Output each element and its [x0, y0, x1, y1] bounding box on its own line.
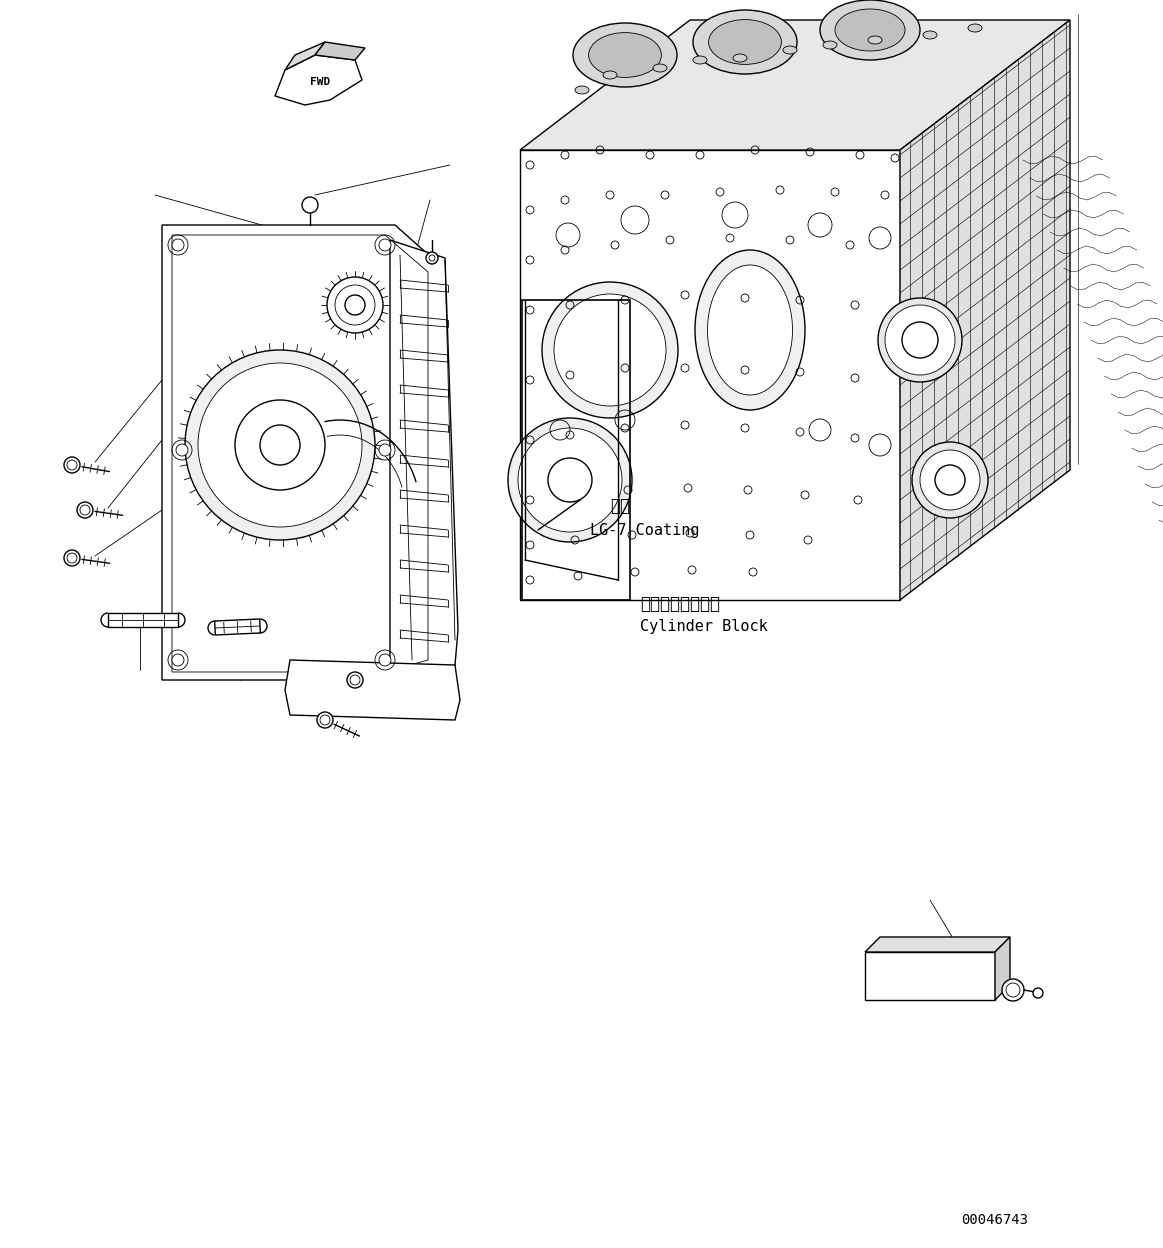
- Ellipse shape: [693, 10, 797, 74]
- Circle shape: [317, 713, 333, 728]
- Ellipse shape: [588, 32, 662, 77]
- Polygon shape: [996, 937, 1009, 1000]
- Text: FWD: FWD: [309, 77, 330, 87]
- Circle shape: [172, 654, 184, 666]
- Circle shape: [172, 240, 184, 251]
- Polygon shape: [390, 240, 458, 680]
- Circle shape: [902, 322, 939, 358]
- Circle shape: [379, 654, 391, 666]
- Circle shape: [878, 298, 962, 382]
- Circle shape: [185, 349, 374, 540]
- Ellipse shape: [575, 86, 588, 94]
- Polygon shape: [520, 150, 900, 600]
- Text: LG-7 Coating: LG-7 Coating: [590, 523, 699, 538]
- Polygon shape: [865, 952, 996, 1000]
- Circle shape: [327, 277, 383, 333]
- Circle shape: [64, 550, 80, 567]
- Text: 00046743: 00046743: [962, 1213, 1028, 1227]
- Ellipse shape: [602, 71, 618, 79]
- Circle shape: [64, 457, 80, 473]
- Circle shape: [935, 466, 965, 495]
- Polygon shape: [285, 660, 461, 720]
- Text: 塗布: 塗布: [611, 497, 630, 515]
- Polygon shape: [520, 20, 1070, 150]
- Polygon shape: [285, 42, 324, 70]
- Polygon shape: [108, 613, 178, 626]
- Circle shape: [885, 305, 955, 374]
- Ellipse shape: [783, 46, 797, 54]
- Circle shape: [77, 502, 93, 518]
- Ellipse shape: [695, 250, 805, 411]
- Circle shape: [235, 401, 324, 490]
- Circle shape: [302, 197, 317, 213]
- Circle shape: [379, 240, 391, 251]
- Circle shape: [1033, 988, 1043, 998]
- Ellipse shape: [820, 0, 920, 60]
- Circle shape: [429, 255, 435, 261]
- Polygon shape: [865, 937, 1009, 952]
- Circle shape: [198, 363, 362, 527]
- Circle shape: [345, 295, 365, 314]
- Ellipse shape: [868, 36, 882, 44]
- Circle shape: [920, 451, 980, 510]
- Circle shape: [261, 426, 300, 466]
- Ellipse shape: [652, 64, 668, 72]
- Circle shape: [379, 444, 391, 456]
- Circle shape: [518, 428, 622, 532]
- Ellipse shape: [733, 54, 747, 62]
- Ellipse shape: [823, 41, 837, 49]
- Ellipse shape: [707, 265, 792, 396]
- Circle shape: [335, 285, 374, 324]
- Circle shape: [347, 671, 363, 688]
- Circle shape: [554, 295, 666, 406]
- Polygon shape: [162, 225, 440, 680]
- Polygon shape: [900, 20, 1070, 600]
- Ellipse shape: [573, 22, 677, 87]
- Circle shape: [426, 252, 438, 265]
- Circle shape: [542, 282, 678, 418]
- Polygon shape: [215, 619, 261, 635]
- Circle shape: [176, 444, 188, 456]
- Circle shape: [912, 442, 989, 518]
- Ellipse shape: [968, 24, 982, 32]
- Polygon shape: [274, 55, 362, 105]
- Text: シリンダブロック: シリンダブロック: [640, 595, 720, 613]
- Ellipse shape: [835, 9, 905, 51]
- Polygon shape: [315, 42, 365, 60]
- Text: Cylinder Block: Cylinder Block: [640, 619, 768, 634]
- Circle shape: [548, 458, 592, 502]
- Ellipse shape: [708, 20, 782, 65]
- Circle shape: [1003, 978, 1023, 1001]
- Circle shape: [508, 418, 632, 542]
- Ellipse shape: [923, 31, 937, 39]
- Ellipse shape: [693, 56, 707, 64]
